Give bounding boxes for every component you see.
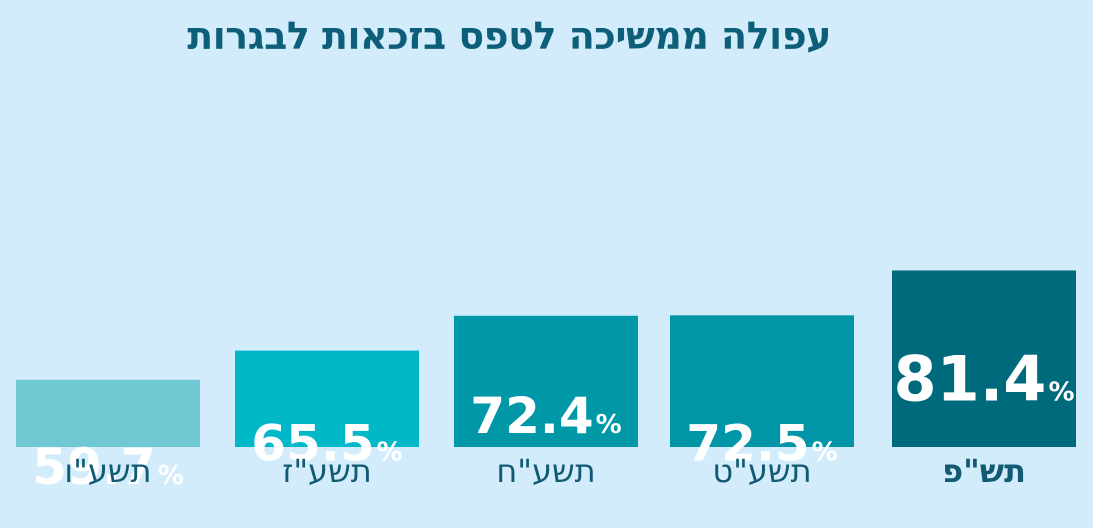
- bar-value-unit: %: [596, 410, 622, 440]
- bar-value-label-5: 81.4%: [893, 342, 1074, 415]
- bar-value-unit: %: [812, 437, 838, 467]
- bar-5: [892, 270, 1076, 447]
- category-label-5: תש"פ: [942, 452, 1026, 490]
- bar-value-number: 72.5: [686, 414, 809, 472]
- bar-value-label-4: 72.5%: [686, 414, 837, 472]
- bar-2: [235, 350, 419, 447]
- bar-value-number: 65.5: [251, 415, 374, 473]
- chart-title: עפולה ממשיכה לטפס בזכאות לבגרות: [187, 14, 831, 58]
- bar-value-number: 59.7: [32, 438, 155, 496]
- bar-value-label-2: 65.5%: [251, 415, 402, 473]
- category-label-4: תשע"ט: [712, 452, 811, 490]
- bar-value-unit: %: [1048, 377, 1074, 407]
- bar-4: [670, 315, 854, 447]
- bar-value-number: 72.4: [470, 387, 593, 445]
- category-label-3: תשע"ח: [496, 452, 595, 490]
- bar-value-label-1: 59.7%: [32, 438, 183, 496]
- bar-value-label-3: 72.4%: [470, 387, 621, 445]
- bar-3: [454, 315, 638, 447]
- bar-value-number: 81.4: [893, 342, 1046, 415]
- bar-1: [16, 379, 200, 447]
- bar-value-unit: %: [158, 461, 184, 491]
- bar-value-unit: %: [377, 438, 403, 468]
- category-label-1: תשע"ו: [64, 452, 151, 490]
- category-label-2: תשע"ז: [282, 452, 372, 490]
